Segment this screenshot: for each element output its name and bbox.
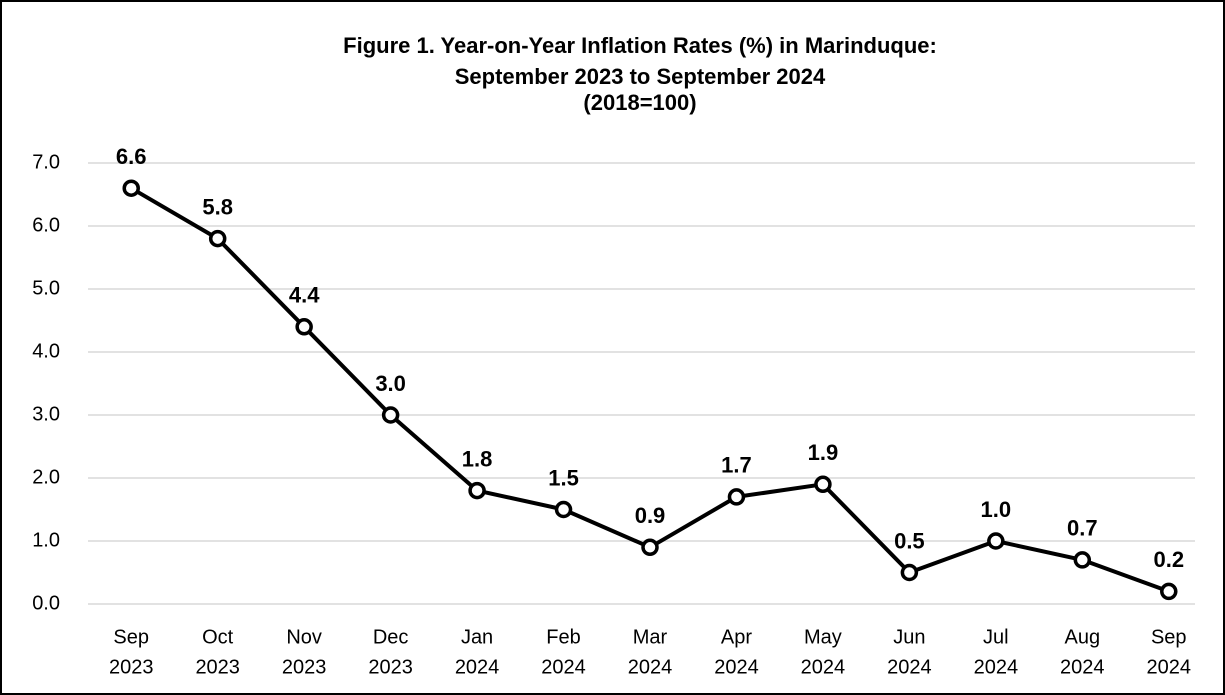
y-tick-label: 4.0 [32, 340, 60, 362]
x-tick-label: 2024 [887, 656, 932, 678]
x-tick-label: 2024 [541, 656, 586, 678]
x-tick-label: Jan [461, 626, 493, 648]
x-tick-label: 2023 [195, 656, 240, 678]
x-tick-label: 2023 [368, 656, 413, 678]
data-label: 0.9 [635, 503, 666, 528]
y-tick-label: 0.0 [32, 592, 60, 614]
y-tick-label: 6.0 [32, 214, 60, 236]
data-label: 1.7 [721, 453, 752, 478]
point [1160, 582, 1178, 601]
x-tick-label: 2023 [109, 656, 154, 678]
x-tick-label: Nov [286, 626, 322, 648]
chart-title: Figure 1. Year-on-Year Inflation Rates (… [343, 33, 937, 58]
point [987, 532, 1005, 550]
data-label: 0.2 [1153, 547, 1184, 572]
x-tick-label: 2024 [974, 656, 1019, 678]
x-tick-label: 2024 [1147, 656, 1192, 678]
x-tick-label: Aug [1065, 626, 1101, 648]
x-tick-label: May [804, 626, 842, 648]
point [468, 481, 486, 500]
x-tick-label: 2024 [714, 656, 759, 678]
x-tick-label: 2024 [455, 656, 500, 678]
data-label: 1.5 [548, 465, 579, 490]
data-label: 3.0 [375, 371, 406, 396]
x-tick-label: Jul [983, 626, 1009, 648]
point [900, 563, 919, 582]
y-tick-label: 7.0 [32, 151, 60, 173]
x-tick-label: Feb [546, 626, 580, 648]
point [381, 406, 400, 424]
x-tick-label: Apr [721, 626, 752, 648]
point [814, 475, 832, 494]
point [641, 538, 659, 557]
x-tick-label: Jun [893, 626, 925, 648]
point [208, 229, 227, 248]
data-label: 6.6 [116, 144, 147, 169]
x-tick-label: Dec [373, 626, 409, 648]
data-label: 4.4 [289, 283, 320, 308]
x-tick-label: 2024 [628, 656, 673, 678]
x-tick-label: Oct [202, 626, 234, 648]
y-tick-label: 5.0 [32, 277, 60, 299]
x-tick-label: 2023 [282, 656, 327, 678]
point [1073, 551, 1092, 569]
x-tick-label: Sep [1151, 626, 1187, 648]
y-tick-label: 1.0 [32, 529, 60, 551]
x-tick-label: Sep [113, 626, 149, 648]
point [122, 179, 140, 197]
x-tick-label: Mar [633, 626, 668, 648]
y-tick-label: 2.0 [32, 466, 60, 488]
data-label: 1.8 [462, 446, 493, 471]
data-label: 0.5 [894, 528, 925, 553]
chart-title: September 2023 to September 2024 [455, 64, 826, 89]
chart-title: (2018=100) [583, 90, 696, 115]
point [295, 318, 313, 336]
data-label: 0.7 [1067, 516, 1098, 541]
data-label: 1.0 [981, 497, 1012, 522]
y-tick-label: 3.0 [32, 403, 60, 425]
point [727, 488, 746, 506]
point [554, 500, 573, 519]
data-label: 5.8 [202, 194, 233, 219]
x-tick-label: 2024 [801, 656, 846, 678]
x-tick-label: 2024 [1060, 656, 1105, 678]
data-label: 1.9 [808, 440, 839, 465]
